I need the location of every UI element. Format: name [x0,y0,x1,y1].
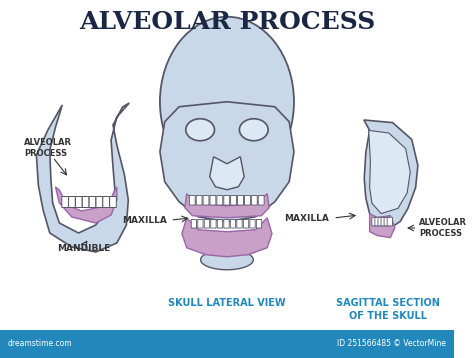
FancyBboxPatch shape [251,195,257,205]
Ellipse shape [160,17,294,187]
Text: SKULL LATERAL VIEW: SKULL LATERAL VIEW [168,298,286,308]
Text: dreamstime.com: dreamstime.com [8,339,73,348]
Bar [0,330,454,358]
FancyBboxPatch shape [196,195,202,205]
Text: MAXILLA: MAXILLA [122,216,167,224]
FancyBboxPatch shape [203,195,209,205]
Ellipse shape [186,119,215,141]
FancyBboxPatch shape [372,217,377,226]
Polygon shape [370,214,395,238]
Text: SAGITTAL SECTION
OF THE SKULL: SAGITTAL SECTION OF THE SKULL [336,298,440,321]
FancyBboxPatch shape [210,195,216,205]
Polygon shape [55,187,117,223]
Polygon shape [210,157,244,190]
Polygon shape [369,130,410,214]
FancyBboxPatch shape [89,197,96,208]
Text: ALVEOLAR
PROCESS: ALVEOLAR PROCESS [419,218,467,238]
Text: ALVEOLAR
PROCESS: ALVEOLAR PROCESS [24,138,72,158]
FancyBboxPatch shape [109,197,116,208]
FancyBboxPatch shape [224,219,229,228]
FancyBboxPatch shape [189,195,195,205]
FancyBboxPatch shape [204,219,210,228]
FancyBboxPatch shape [69,197,75,208]
FancyBboxPatch shape [198,219,203,228]
FancyBboxPatch shape [217,219,223,228]
FancyBboxPatch shape [191,219,197,228]
Polygon shape [185,194,269,218]
FancyBboxPatch shape [245,195,250,205]
FancyBboxPatch shape [237,219,242,228]
FancyBboxPatch shape [256,219,262,228]
Text: ALVEOLAR PROCESS: ALVEOLAR PROCESS [79,10,375,34]
FancyBboxPatch shape [231,195,237,205]
FancyBboxPatch shape [224,195,229,205]
FancyBboxPatch shape [217,195,223,205]
FancyBboxPatch shape [384,217,390,226]
Polygon shape [160,102,294,222]
Text: MAXILLA: MAXILLA [284,213,329,223]
FancyBboxPatch shape [75,197,82,208]
FancyBboxPatch shape [62,197,68,208]
FancyBboxPatch shape [243,219,249,228]
FancyBboxPatch shape [381,217,386,226]
FancyBboxPatch shape [211,219,216,228]
Ellipse shape [201,250,253,270]
FancyBboxPatch shape [375,217,380,226]
FancyBboxPatch shape [250,219,255,228]
FancyBboxPatch shape [378,217,383,226]
Text: MANDIBLE: MANDIBLE [57,243,111,252]
FancyBboxPatch shape [96,197,103,208]
Polygon shape [182,218,272,257]
FancyBboxPatch shape [103,197,109,208]
Polygon shape [364,120,418,229]
Ellipse shape [239,119,268,141]
FancyBboxPatch shape [258,195,264,205]
FancyBboxPatch shape [387,217,392,226]
FancyBboxPatch shape [237,195,244,205]
Text: ID 251566485 © VectorMine: ID 251566485 © VectorMine [337,339,446,348]
FancyBboxPatch shape [230,219,236,228]
Polygon shape [36,103,129,252]
FancyBboxPatch shape [82,197,89,208]
